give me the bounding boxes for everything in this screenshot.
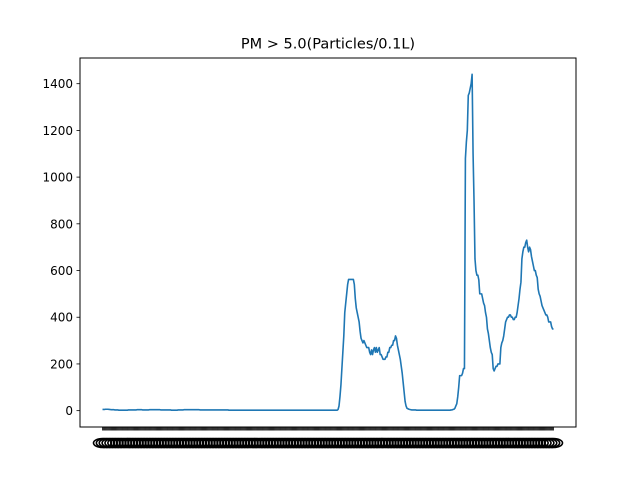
y-tick-label: 1400 xyxy=(42,77,73,91)
series-line xyxy=(102,73,554,411)
y-axis: 0 200 400 600 800 1000 1200 1400 xyxy=(42,77,80,418)
y-tick-label: 0 xyxy=(65,404,73,418)
plot-area xyxy=(102,73,554,411)
y-tick-label: 400 xyxy=(50,311,73,325)
y-tick-label: 800 xyxy=(50,217,73,231)
x-tick-labels-overlapping xyxy=(92,437,564,449)
y-tick-label: 1200 xyxy=(42,124,73,138)
chart-title: PM > 5.0(Particles/0.1L) xyxy=(241,37,415,53)
y-tick-label: 200 xyxy=(50,357,73,371)
axes-frame xyxy=(79,57,577,428)
x-tick-label-glyph xyxy=(543,437,564,449)
y-tick-label: 1000 xyxy=(42,171,73,185)
x-axis xyxy=(92,427,564,449)
y-tick-label: 600 xyxy=(50,264,73,278)
